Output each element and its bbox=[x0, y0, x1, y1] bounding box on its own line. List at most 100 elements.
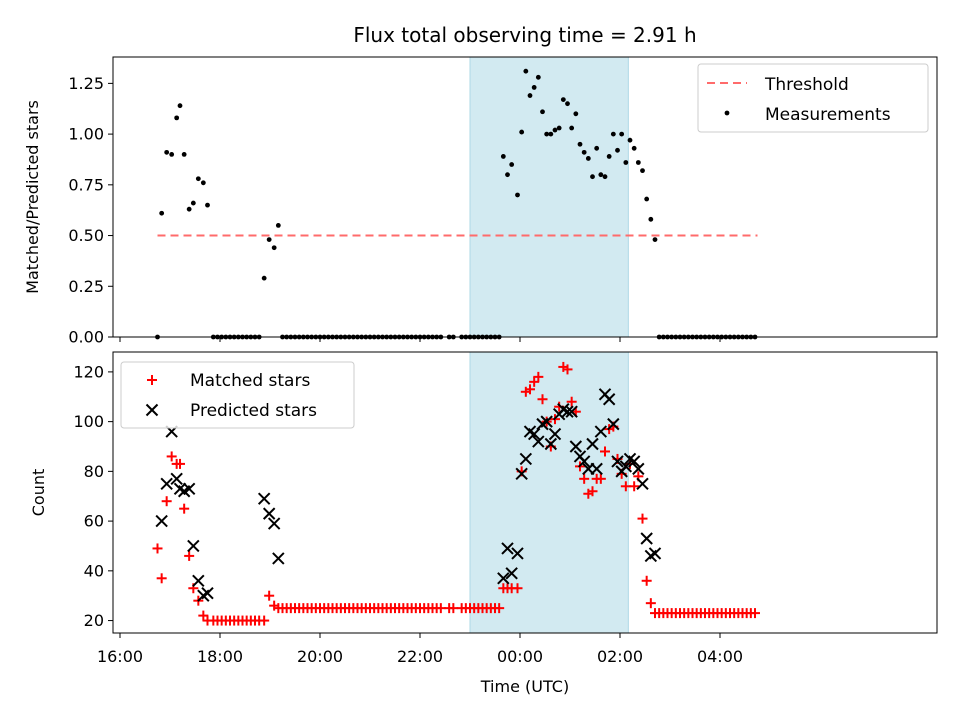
predicted-star-point bbox=[201, 587, 214, 600]
measurement-point bbox=[205, 202, 210, 208]
matched-star-point bbox=[533, 371, 544, 382]
predicted-star-point bbox=[501, 542, 514, 555]
predicted-star-point-b bbox=[267, 517, 281, 530]
measurement-point bbox=[573, 111, 579, 117]
measurement-point bbox=[169, 151, 175, 157]
predicted-star-point bbox=[187, 539, 200, 553]
measurement-point bbox=[523, 68, 529, 74]
bottom-y-tick-label: 40 bbox=[84, 561, 104, 580]
matched-star-point bbox=[264, 590, 275, 601]
top-y-tick-label: 0.50 bbox=[68, 226, 104, 245]
legend-predicted-marker bbox=[145, 403, 159, 417]
predicted-star-point-b bbox=[511, 547, 524, 560]
predicted-star-point-b bbox=[201, 587, 214, 600]
top-y-tick-label: 1.00 bbox=[68, 125, 104, 144]
measurement-point bbox=[581, 149, 587, 155]
legend-matched-label: Matched stars bbox=[190, 371, 310, 391]
top-panel: 0.00 0.25 0.50 0.75 1.00 1.25 Flux total obse… bbox=[23, 23, 938, 347]
predicted-star-point-b bbox=[586, 437, 599, 451]
measurement-point bbox=[610, 131, 616, 137]
predicted-star-point bbox=[590, 462, 603, 476]
matched-star-point bbox=[161, 496, 172, 507]
measurement-point bbox=[606, 154, 612, 159]
measurement-point bbox=[602, 174, 608, 180]
predicted-star-point-b bbox=[523, 425, 537, 438]
legend-matched-swatch bbox=[147, 375, 157, 385]
predicted-star-point-b bbox=[565, 405, 578, 418]
predicted-star-point-b bbox=[505, 567, 518, 580]
predicted-star-point bbox=[267, 517, 281, 530]
matched-star-point bbox=[629, 481, 640, 492]
predicted-star-point-b bbox=[623, 452, 637, 466]
measurement-point bbox=[164, 149, 170, 155]
measurement-point bbox=[266, 237, 272, 243]
predicted-star-point bbox=[611, 455, 624, 468]
matched-star-point bbox=[587, 486, 598, 497]
predicted-star-point-b bbox=[182, 482, 196, 495]
measurement-point bbox=[635, 160, 641, 165]
bottom-y-ticks: 20 40 60 80 100 120 bbox=[73, 362, 113, 630]
predicted-star-point bbox=[640, 532, 653, 545]
measurement-point bbox=[515, 192, 520, 198]
legend-measurements-swatch bbox=[724, 110, 730, 116]
matched-star-point bbox=[641, 575, 652, 586]
measurement-point bbox=[177, 103, 183, 109]
predicted-star-point-b bbox=[577, 455, 591, 468]
legend-predicted-marker-b bbox=[145, 403, 159, 417]
measurement-point bbox=[627, 137, 633, 143]
top-legend: Threshold Measurements bbox=[697, 63, 929, 133]
measurement-point bbox=[577, 141, 583, 147]
measurement-point bbox=[261, 275, 267, 281]
predicted-star-point-b bbox=[557, 402, 570, 416]
measurement-point bbox=[159, 210, 165, 216]
shaded-interval-top bbox=[469, 56, 629, 338]
measurement-point bbox=[271, 245, 277, 251]
measurement-point bbox=[560, 97, 566, 103]
predicted-star-point bbox=[192, 574, 205, 587]
matched-star-point bbox=[566, 396, 577, 407]
matched-stars-points bbox=[152, 361, 760, 626]
top-y-tick-label: 1.25 bbox=[68, 74, 104, 93]
bottom-panel: 20 40 60 80 100 120 16:00 18:00 20:00 22:00 00:00… bbox=[29, 351, 938, 696]
matched-star-point bbox=[600, 446, 610, 457]
bottom-axes-frame bbox=[112, 351, 938, 634]
matched-star-point bbox=[184, 550, 195, 561]
predicted-star-point bbox=[561, 405, 574, 418]
predicted-star-point-b bbox=[602, 393, 616, 406]
predicted-star-point bbox=[569, 440, 583, 453]
measurement-point bbox=[548, 131, 554, 137]
predicted-star-point-b bbox=[262, 507, 276, 520]
measurement-point bbox=[195, 176, 201, 182]
measurement-point bbox=[181, 151, 187, 157]
predicted-star-point-b bbox=[501, 542, 514, 555]
measurement-point bbox=[565, 101, 570, 107]
bottom-x-tick-label: 20:00 bbox=[297, 647, 343, 666]
top-axes-frame bbox=[112, 56, 938, 338]
predicted-star-point bbox=[519, 452, 533, 466]
predicted-star-point-b bbox=[544, 437, 558, 451]
predicted-star-point-b bbox=[497, 572, 510, 585]
measurement-point bbox=[190, 200, 196, 206]
measurement-point bbox=[615, 147, 620, 153]
bottom-legend-box bbox=[120, 361, 355, 429]
predicted-star-point-b bbox=[272, 552, 285, 565]
bottom-legend: Matched stars Predicted stars bbox=[120, 361, 355, 429]
predicted-star-point-b bbox=[170, 472, 183, 486]
matched-star-point bbox=[152, 543, 163, 554]
measurement-point bbox=[531, 85, 537, 90]
predicted-star-point bbox=[182, 482, 196, 495]
measurement-point bbox=[540, 109, 545, 115]
predicted-star-point-b bbox=[648, 547, 662, 560]
predicted-star-point-b bbox=[640, 532, 653, 545]
predicted-star-point bbox=[527, 427, 541, 441]
measurement-point bbox=[200, 180, 206, 186]
predicted-star-point bbox=[594, 425, 608, 438]
measurement-point bbox=[585, 156, 591, 161]
predicted-star-point-b bbox=[192, 574, 205, 587]
measurement-point bbox=[544, 131, 550, 137]
legend-predicted-swatch bbox=[145, 403, 159, 417]
predicted-star-point-b bbox=[540, 415, 553, 428]
matched-star-point bbox=[537, 394, 548, 405]
predicted-star-point bbox=[155, 514, 168, 528]
